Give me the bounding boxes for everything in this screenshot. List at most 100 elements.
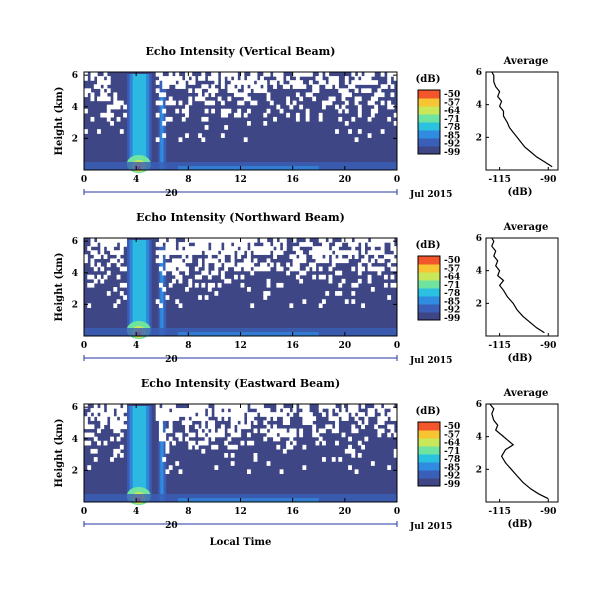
heatmap-gap	[338, 116, 343, 122]
heatmap-gap	[341, 96, 346, 102]
heatmap-gap	[214, 76, 219, 81]
heatmap-gap	[328, 96, 333, 102]
colorbar-tick-label: -57	[444, 430, 460, 440]
heatmap-gap	[100, 266, 105, 272]
heatmap-gap	[211, 242, 216, 247]
heatmap-gap	[325, 291, 330, 296]
heatmap-gap	[361, 238, 365, 243]
heatmap-gap	[282, 246, 287, 251]
average-y-tick-label: 6	[476, 400, 482, 410]
heatmap-gap	[100, 404, 105, 409]
heatmap-gap	[243, 92, 248, 98]
heatmap-gap	[240, 274, 245, 280]
heatmap-gap	[224, 453, 229, 458]
heatmap-gap	[116, 424, 121, 430]
heatmap-gap	[240, 404, 245, 409]
heatmap-gap	[393, 258, 398, 264]
colorbar-swatch	[418, 478, 440, 487]
heatmap-gap	[207, 258, 212, 264]
heatmap-gap	[201, 448, 206, 454]
heatmap-gap	[335, 80, 339, 85]
heatmap-gap	[217, 96, 222, 102]
heatmap-gap	[331, 416, 336, 421]
heatmap-gap	[230, 424, 235, 430]
heatmap-gap	[367, 116, 372, 122]
heatmap-gap	[201, 412, 206, 417]
heatmap-gap	[123, 295, 127, 300]
heatmap-gap	[387, 432, 392, 438]
heatmap-gap	[227, 428, 232, 434]
heatmap-gap	[191, 76, 196, 81]
heatmap-gap	[344, 76, 349, 81]
heatmap-gap	[380, 420, 385, 426]
heatmap-gap	[367, 72, 372, 77]
heatmap-gap	[233, 266, 238, 272]
heatmap-gap	[224, 72, 229, 77]
heatmap-gap	[364, 76, 369, 81]
heatmap-gap	[230, 88, 235, 94]
heatmap-gap	[106, 408, 111, 413]
heatmap-gap	[175, 416, 180, 421]
heatmap-gap	[172, 270, 176, 276]
heatmap-gap	[168, 428, 173, 434]
heatmap-gap	[220, 254, 225, 260]
heatmap-gap	[240, 420, 245, 426]
heatmap-gap	[338, 108, 343, 114]
heatmap-gap	[250, 404, 255, 409]
heatmap-gap	[211, 238, 216, 243]
heatmap-gap	[282, 238, 287, 243]
heatmap-gap	[351, 246, 356, 251]
heatmap-gap	[123, 238, 127, 243]
heatmap-gap	[178, 76, 183, 81]
heatmap-gap	[325, 84, 330, 89]
heatmap-gap	[377, 408, 382, 413]
heatmap-gap	[100, 416, 105, 421]
heatmap-gap	[165, 262, 170, 268]
heatmap-gap	[214, 88, 219, 94]
heatmap-gap	[201, 420, 206, 426]
heatmap-gap	[87, 303, 92, 309]
heatmap-gap	[273, 80, 277, 85]
heatmap-gap	[357, 270, 362, 276]
heatmap-gap	[175, 408, 180, 413]
heatmap-gap	[168, 242, 173, 247]
heatmap-gap	[286, 420, 291, 426]
heatmap-gap	[103, 96, 108, 102]
heatmap-gap	[178, 274, 183, 280]
heatmap-gap	[364, 72, 369, 77]
heatmap-gap	[217, 428, 222, 434]
heatmap-gap	[279, 432, 284, 438]
heatmap-gap	[361, 258, 365, 264]
heatmap-gap	[93, 72, 98, 77]
heatmap-gap	[374, 238, 379, 243]
heatmap-gap	[123, 408, 127, 413]
heatmap-gap	[172, 404, 176, 409]
heatmap-gap	[211, 424, 216, 430]
heatmap-gap	[110, 436, 114, 442]
heatmap-gap	[266, 108, 271, 114]
heatmap-band	[132, 240, 147, 336]
heatmap-band	[132, 74, 147, 170]
heatmap-gap	[344, 412, 349, 417]
heatmap-gap	[233, 404, 238, 409]
heatmap-gap	[155, 88, 160, 94]
heatmap-gap	[110, 104, 114, 110]
heatmap-gap	[178, 137, 183, 143]
heatmap-gap	[354, 242, 359, 247]
heatmap-gap	[158, 242, 163, 247]
heatmap-gap	[230, 420, 235, 426]
heatmap-gap	[393, 448, 398, 454]
heatmap-gap	[370, 266, 375, 272]
y-tick-label: 2	[72, 134, 78, 144]
heatmap-gap	[322, 258, 326, 264]
heatmap-gap	[351, 266, 356, 272]
heatmap-gap	[357, 112, 362, 118]
heatmap-gap	[318, 254, 323, 260]
heatmap-gap	[328, 266, 333, 272]
heatmap-gap	[318, 266, 323, 272]
heatmap-gap	[273, 238, 277, 243]
heatmap-gap	[158, 254, 163, 260]
heatmap-gap	[348, 404, 352, 409]
heatmap-gap	[181, 412, 186, 417]
heatmap-gap	[276, 428, 281, 434]
